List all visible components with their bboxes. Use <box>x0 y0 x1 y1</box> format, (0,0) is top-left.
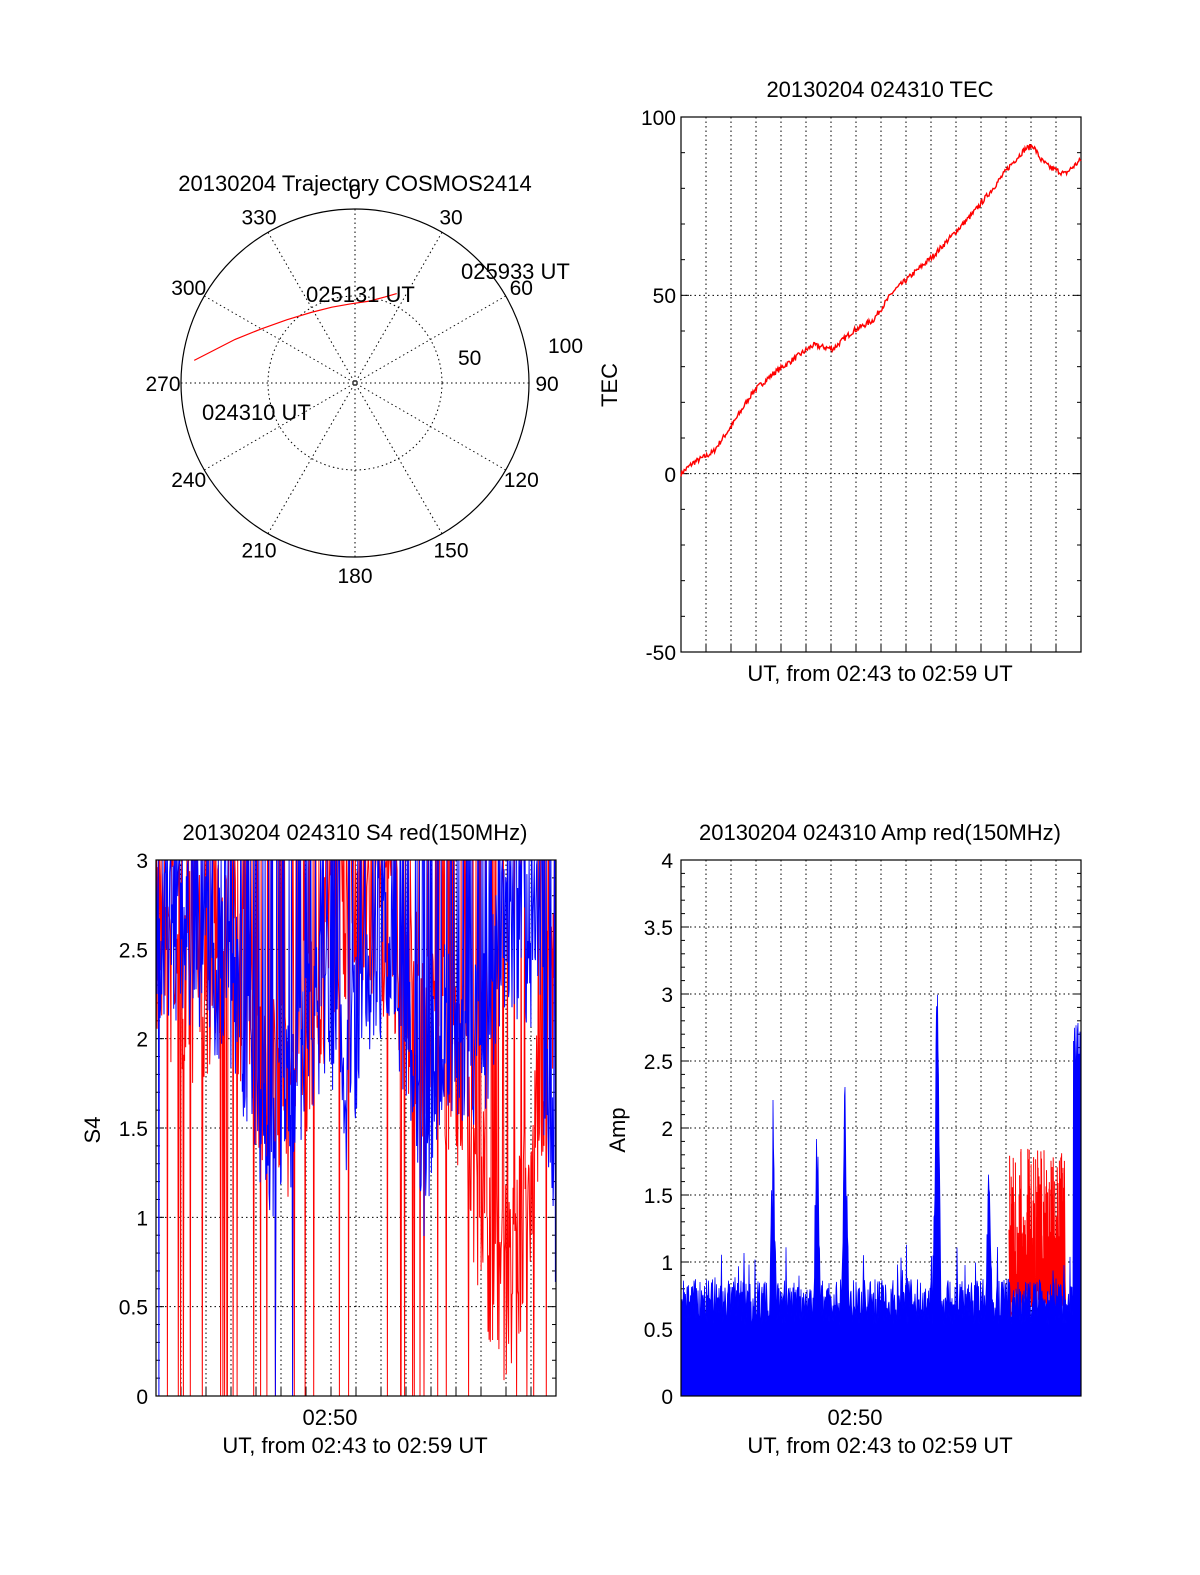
s4-ytick-label: 2.5 <box>119 939 148 962</box>
tec-ytick-minus50: -50 <box>646 642 676 665</box>
tec-xlabel: UT, from 02:43 to 02:59 UT <box>747 661 1012 686</box>
amp-ytick-label: 3 <box>661 984 673 1007</box>
amp-ytick-label: 1 <box>661 1252 673 1275</box>
polar-azimuth-label: 90 <box>535 373 558 396</box>
amp-ytick-labels: 0 0.5 1 1.5 2 2.5 3 3.5 4 <box>644 850 674 1409</box>
polar-azimuth-label: 60 <box>510 277 533 300</box>
amp-ytick-label: 3.5 <box>644 917 673 940</box>
s4-frame <box>155 859 557 1397</box>
tec-title: 20130204 024310 TEC <box>766 77 993 102</box>
polar-azimuth-label: 210 <box>241 539 276 562</box>
amp-xlabel: UT, from 02:43 to 02:59 UT <box>747 1433 1012 1458</box>
polar-azimuth-label: 120 <box>504 469 539 492</box>
polar-azimuth-label: 270 <box>145 373 180 396</box>
polar-azimuth-label: 180 <box>337 565 372 588</box>
tec-series-line <box>680 143 1082 477</box>
tec-ytick-50: 50 <box>653 285 676 308</box>
amp-ylabel: Amp <box>605 1107 630 1152</box>
s4-xlabel: UT, from 02:43 to 02:59 UT <box>222 1433 487 1458</box>
s4-title: 20130204 024310 S4 red(150MHz) <box>183 820 528 845</box>
amp-ytick-label: 0.5 <box>644 1319 673 1342</box>
tec-grid <box>680 116 1082 653</box>
s4-plot: 20130204 024310 S4 red(150MHz) 0 0.5 1 1.5 2… <box>80 820 557 1458</box>
polar-radial-label-50: 50 <box>458 347 481 370</box>
s4-ytick-label: 2 <box>136 1029 148 1052</box>
amp-xtick: 02:50 <box>827 1405 882 1430</box>
trajectory-start-time: 024310 UT <box>202 400 311 425</box>
amp-ytick-label: 2.5 <box>644 1051 673 1074</box>
amp-blue-area <box>680 994 1082 1397</box>
s4-ytick-label: 0.5 <box>119 1297 148 1320</box>
s4-ytick-labels: 0 0.5 1 1.5 2 2.5 3 <box>119 850 148 1409</box>
polar-outer-ring <box>180 208 530 558</box>
tec-ytick-100: 100 <box>641 107 676 130</box>
s4-xtick: 02:50 <box>302 1405 357 1430</box>
trajectory-end-time: 025933 UT <box>461 259 570 284</box>
amp-frame <box>680 859 1082 1397</box>
polar-azimuth-label: 0 <box>349 181 361 204</box>
s4-series-line <box>155 859 557 1397</box>
trajectory-line <box>193 293 397 361</box>
tec-ytick-0: 0 <box>664 464 676 487</box>
tec-ylabel: TEC <box>597 363 622 407</box>
polar-azimuth-labels: 0 30 60 90 120 150 180 210 240 270 300 330 <box>145 181 558 588</box>
amp-plot: 20130204 024310 Amp red(150MHz) 0 0.5 1 1.5… <box>605 820 1082 1458</box>
amp-ytick-label: 2 <box>661 1118 673 1141</box>
amp-ytick-label: 0 <box>661 1386 673 1409</box>
s4-ytick-label: 1 <box>136 1207 148 1230</box>
s4-ytick-label: 0 <box>136 1386 148 1409</box>
tec-frame <box>680 116 1082 653</box>
trajectory-mid-time: 025131 UT <box>306 282 415 307</box>
amp-title: 20130204 024310 Amp red(150MHz) <box>699 820 1061 845</box>
amp-ytick-label: 1.5 <box>644 1185 673 1208</box>
polar-grid <box>181 209 529 557</box>
polar-title: 20130204 Trajectory COSMOS2414 <box>178 171 531 196</box>
s4-ylabel: S4 <box>80 1117 105 1144</box>
polar-azimuth-label: 330 <box>241 207 276 230</box>
amp-ytick-label: 4 <box>661 850 673 873</box>
s4-ytick-label: 1.5 <box>119 1118 148 1141</box>
tec-plot: 20130204 024310 TEC 100 50 0 -50 TEC UT,… <box>597 77 1082 686</box>
polar-radial-label-100: 100 <box>548 335 583 358</box>
polar-azimuth-label: 240 <box>171 469 206 492</box>
polar-azimuth-label: 30 <box>439 207 462 230</box>
polar-azimuth-label: 300 <box>171 277 206 300</box>
polar-plot: 20130204 Trajectory COSMOS2414 0 30 60 90 12… <box>145 171 583 588</box>
polar-azimuth-label: 150 <box>433 539 468 562</box>
amp-blue-series <box>680 994 1082 1397</box>
s4-blue-series <box>155 859 557 1397</box>
s4-ytick-label: 3 <box>136 850 148 873</box>
